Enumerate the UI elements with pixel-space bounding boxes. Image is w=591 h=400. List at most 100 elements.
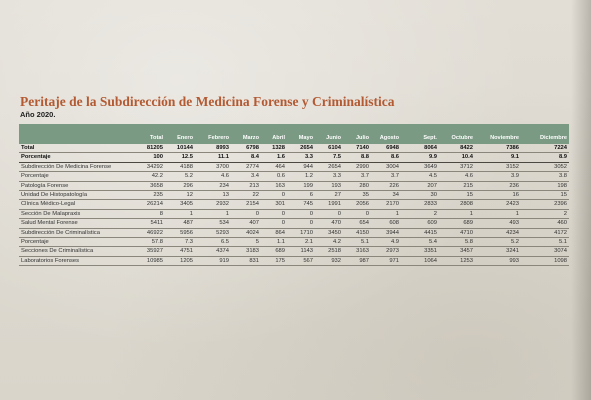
table-cell: 944 <box>287 162 315 173</box>
table-cell: 8.4 <box>231 152 261 163</box>
table-cell: 3351 <box>401 246 439 257</box>
table-cell: 8 <box>129 209 165 220</box>
table-cell: 3.3 <box>315 171 343 182</box>
row-label: Secciones De Criminalística <box>19 246 129 257</box>
report-subtitle: Año 2020. <box>20 110 56 119</box>
table-cell: 11.1 <box>195 152 231 163</box>
table-cell: 4.5 <box>401 171 439 182</box>
table-row: Unidad De Histopatología 235 12 13 22 0 6 27 35 3… <box>19 190 569 201</box>
table-cell: 3658 <box>129 181 165 192</box>
table-row: Porcentaje 57.8 7.3 6.5 5 1.1 2.1 4.2 5.1 4.9 5.4 5… <box>19 237 569 248</box>
table-cell: 0 <box>287 218 315 229</box>
row-label: Laboratorios Forenses <box>19 256 129 267</box>
table-cell: 15 <box>521 190 569 201</box>
table-cell: 689 <box>261 246 287 257</box>
table-cell: 12 <box>165 190 195 201</box>
table-cell: 7386 <box>475 144 521 154</box>
table-cell: 2833 <box>401 199 439 210</box>
table-cell: 2.1 <box>287 237 315 248</box>
table-cell: 12.5 <box>165 152 195 163</box>
table-cell: 993 <box>475 256 521 267</box>
table-cell: 46922 <box>129 228 165 239</box>
table-row: Patología Forense 3658 296 234 213 163 199 193 2… <box>19 181 569 192</box>
table-row: Total 81205 10144 8993 6798 1328 2654 6104 7140 6… <box>19 144 569 154</box>
table-cell: 971 <box>371 256 401 267</box>
table-cell: 1064 <box>401 256 439 267</box>
table-cell: 4374 <box>195 246 231 257</box>
table-cell: 0 <box>261 190 287 201</box>
table-cell: 5.2 <box>165 171 195 182</box>
table-cell: 6104 <box>315 144 343 154</box>
table-cell: 654 <box>343 218 371 229</box>
table-cell: 1328 <box>261 144 287 154</box>
column-header: Abril <box>261 134 287 144</box>
table-cell: 3241 <box>475 246 521 257</box>
table-cell: 2170 <box>371 199 401 210</box>
table-row: Subdirección De Criminalística 46922 5956 5… <box>19 228 569 239</box>
table-cell: 16 <box>475 190 521 201</box>
table-cell: 689 <box>439 218 475 229</box>
table-cell: 1098 <box>521 256 569 267</box>
table-cell: 235 <box>129 190 165 201</box>
table-cell: 3.3 <box>287 152 315 163</box>
table-cell: 2 <box>521 209 569 220</box>
table-cell: 3712 <box>439 162 475 173</box>
table-cell: 919 <box>195 256 231 267</box>
table-cell: 7.3 <box>165 237 195 248</box>
table-cell: 3004 <box>371 162 401 173</box>
table-cell: 2056 <box>343 199 371 210</box>
table-cell: 0.6 <box>261 171 287 182</box>
table-cell: 1 <box>439 209 475 220</box>
table-cell: 2154 <box>231 199 261 210</box>
table-cell: 4172 <box>521 228 569 239</box>
peritaje-table: Total Enero Febrero Marzo Abril Mayo Jun… <box>19 124 569 267</box>
table-cell: 5293 <box>195 228 231 239</box>
row-label: Porcentaje <box>19 237 129 248</box>
table-cell: 57.8 <box>129 237 165 248</box>
table-cell: 609 <box>401 218 439 229</box>
column-header: Enero <box>165 134 195 144</box>
row-label: Porcentaje <box>19 171 129 182</box>
table-cell: 745 <box>287 199 315 210</box>
table-cell: 1205 <box>165 256 195 267</box>
table-cell: 8993 <box>195 144 231 154</box>
table-cell: 5956 <box>165 228 195 239</box>
table-cell: 296 <box>165 181 195 192</box>
table-body: Total 81205 10144 8993 6798 1328 2654 6104 7140 6… <box>19 144 569 267</box>
table-cell: 27 <box>315 190 343 201</box>
table-cell: 35927 <box>129 246 165 257</box>
row-label: Porcentaje <box>19 152 129 163</box>
table-cell: 213 <box>231 181 261 192</box>
table-cell: 81205 <box>129 144 165 154</box>
column-header: Julio <box>343 134 371 144</box>
table-cell: 2654 <box>315 162 343 173</box>
table-cell: 30 <box>401 190 439 201</box>
table-cell: 234 <box>195 181 231 192</box>
table-cell: 2518 <box>315 246 343 257</box>
table-cell: 26214 <box>129 199 165 210</box>
table-cell: 3.7 <box>343 171 371 182</box>
table-header-band <box>19 124 569 134</box>
table-cell: 34292 <box>129 162 165 173</box>
table-cell: 175 <box>261 256 287 267</box>
table-cell: 280 <box>343 181 371 192</box>
table-row: Laboratorios Forenses 10985 1205 919 831 175 5… <box>19 256 569 267</box>
table-cell: 0 <box>231 209 261 220</box>
table-cell: 226 <box>371 181 401 192</box>
table-cell: 5.1 <box>521 237 569 248</box>
table-cell: 4188 <box>165 162 195 173</box>
row-label: Subdirección De Criminalística <box>19 228 129 239</box>
table-cell: 5.4 <box>401 237 439 248</box>
table-cell: 35 <box>343 190 371 201</box>
table-cell: 4.6 <box>195 171 231 182</box>
table-cell: 5.2 <box>475 237 521 248</box>
table-cell: 10144 <box>165 144 195 154</box>
table-cell: 460 <box>521 218 569 229</box>
table-cell: 534 <box>195 218 231 229</box>
table-cell: 1.6 <box>261 152 287 163</box>
table-cell: 470 <box>315 218 343 229</box>
table-cell: 2990 <box>343 162 371 173</box>
column-header: Noviembre <box>475 134 521 144</box>
table-cell: 3074 <box>521 246 569 257</box>
table-cell: 2808 <box>439 199 475 210</box>
